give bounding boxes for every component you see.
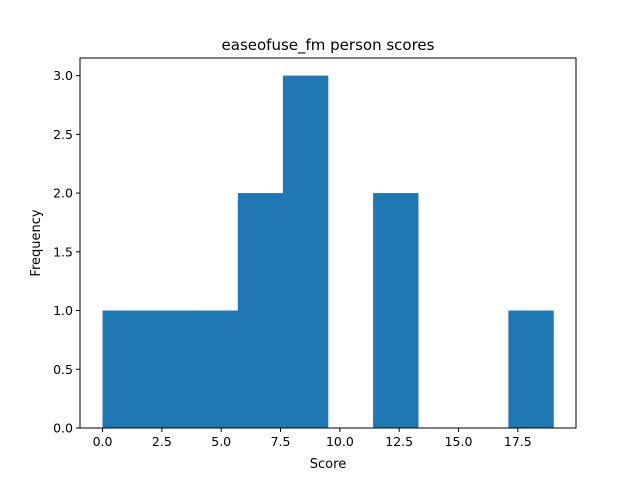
- x-axis-label: Score: [310, 457, 346, 472]
- x-tick-label: 10.0: [326, 434, 354, 449]
- y-tick-label: 2.0: [53, 186, 73, 201]
- x-tick-label: 7.5: [271, 434, 291, 449]
- bars-group: [102, 75, 554, 428]
- x-tick-label: 0.0: [93, 434, 113, 449]
- x-tick-label: 12.5: [385, 434, 413, 449]
- histogram-bar: [373, 193, 419, 428]
- chart-title: easeofuse_fm person scores: [222, 36, 435, 55]
- histogram-bar: [102, 310, 148, 428]
- y-tick-label: 0.5: [53, 362, 73, 377]
- y-tick-label: 0.0: [53, 421, 73, 436]
- y-tick-label: 3.0: [53, 68, 73, 83]
- histogram-bar: [192, 310, 239, 428]
- histogram-bar: [508, 310, 554, 428]
- y-tick-label: 2.5: [53, 127, 73, 142]
- y-tick-label: 1.0: [53, 303, 73, 318]
- y-tick-label: 1.5: [53, 244, 73, 259]
- x-tick-label: 17.5: [504, 434, 532, 449]
- plot-frame: [79, 57, 577, 429]
- x-tick-label: 5.0: [211, 434, 231, 449]
- histogram-bar: [147, 310, 194, 428]
- y-axis-ticks: 0.0 0.5 1.0 1.5 2.0 2.5 3.0: [53, 68, 80, 436]
- y-axis-label: Frequency: [29, 209, 44, 276]
- histogram-bar: [282, 75, 329, 428]
- histogram-bar: [237, 193, 284, 428]
- x-axis-ticks: 0.0 2.5 5.0 7.5 10.0 12.5 15.0 17.5: [93, 428, 532, 449]
- x-tick-label: 2.5: [152, 434, 172, 449]
- x-tick-label: 15.0: [445, 434, 473, 449]
